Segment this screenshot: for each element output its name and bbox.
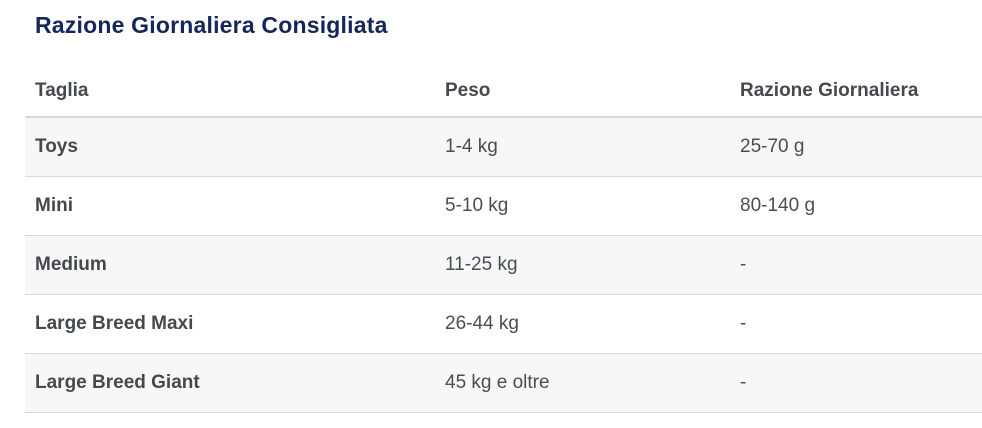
table-header-row: Taglia Peso Razione Giornaliera xyxy=(25,66,982,118)
weight-cell: 1-4 kg xyxy=(445,135,498,157)
ration-cell: 25-70 g xyxy=(740,135,805,157)
size-cell: Medium xyxy=(35,253,107,275)
table-row-mini: Mini 5-10 kg 80-140 g xyxy=(25,176,982,235)
weight-cell: 45 kg e oltre xyxy=(445,371,550,393)
daily-ration-table: Taglia Peso Razione Giornaliera Toys 1-4… xyxy=(25,66,982,413)
weight-cell: 11-25 kg xyxy=(445,253,518,275)
ration-cell: 80-140 g xyxy=(740,194,816,216)
weight-cell: 5-10 kg xyxy=(445,194,509,216)
weight-cell: 26-44 kg xyxy=(445,312,519,334)
table-body: Toys 1-4 kg 25-70 g Mini 5-10 kg 80-140 … xyxy=(25,117,982,412)
size-cell: Mini xyxy=(35,194,73,216)
column-header-taglia: Taglia xyxy=(25,66,435,118)
ration-cell: - xyxy=(740,371,747,393)
size-cell: Large Breed Giant xyxy=(35,371,200,393)
ration-cell: - xyxy=(740,253,747,275)
table-row-large-breed-giant: Large Breed Giant 45 kg e oltre - xyxy=(25,353,982,412)
table-header: Taglia Peso Razione Giornaliera xyxy=(25,66,982,118)
size-cell: Large Breed Maxi xyxy=(35,312,194,334)
table-row-large-breed-maxi: Large Breed Maxi 26-44 kg - xyxy=(25,294,982,353)
column-header-peso: Peso xyxy=(435,66,730,118)
column-header-razione-giornaliera: Razione Giornaliera xyxy=(730,66,982,118)
size-cell: Toys xyxy=(35,135,78,157)
table-row-medium: Medium 11-25 kg - xyxy=(25,235,982,294)
table-row-toys: Toys 1-4 kg 25-70 g xyxy=(25,117,982,176)
ration-cell: - xyxy=(740,312,747,334)
section-title: Razione Giornaliera Consigliata xyxy=(35,12,388,38)
